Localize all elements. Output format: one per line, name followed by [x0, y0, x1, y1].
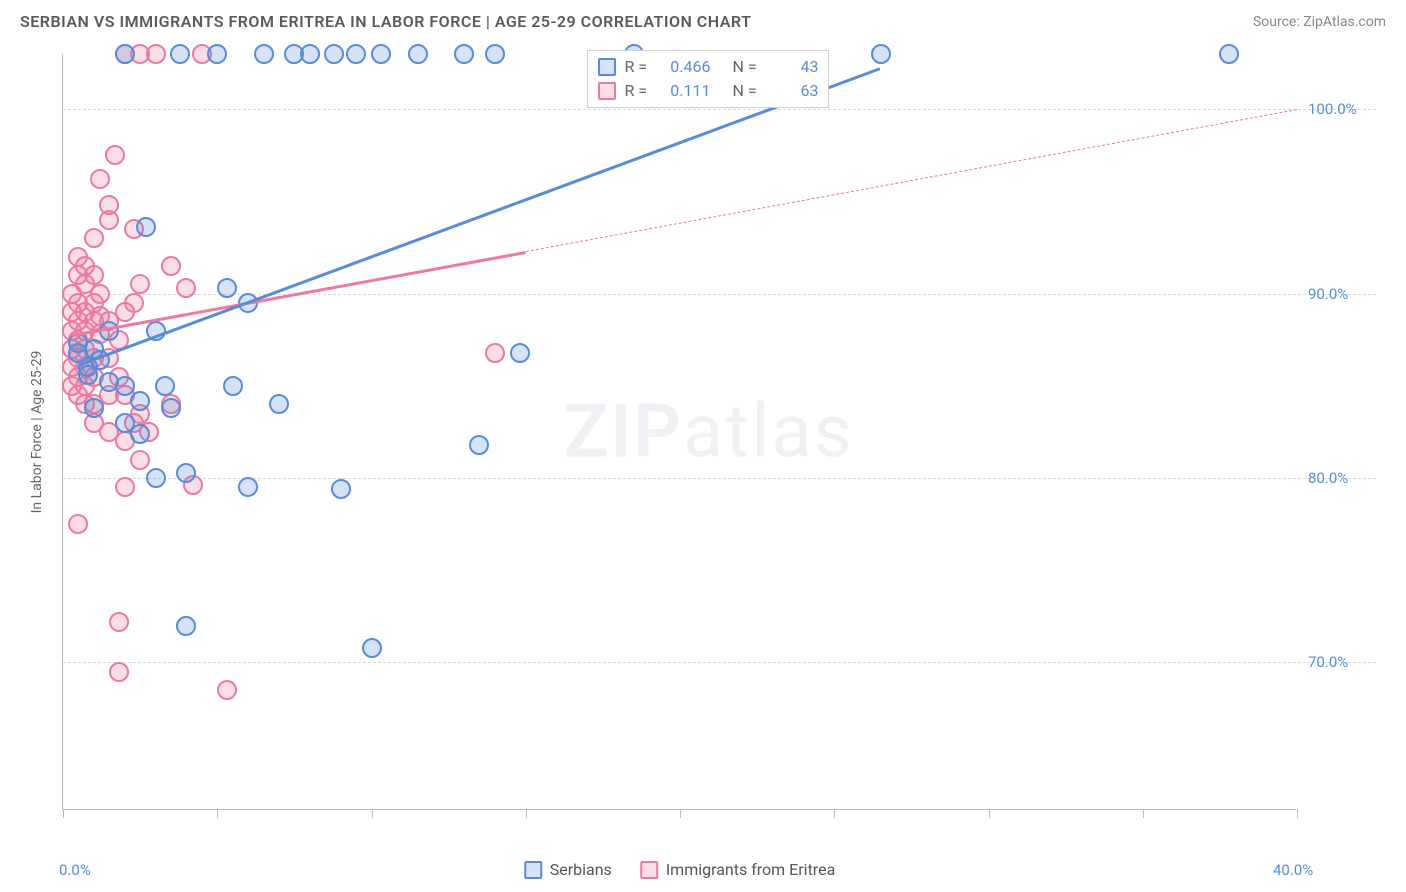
data-point: [238, 477, 258, 497]
gridline: [63, 478, 1376, 479]
correlation-chart: In Labor Force | Age 25-29 ZIPatlas 70.0…: [20, 46, 1386, 852]
r-value: 0.111: [660, 79, 710, 103]
data-point: [115, 477, 135, 497]
x-tick: [63, 809, 64, 818]
data-point: [324, 44, 344, 64]
x-tick: [372, 809, 373, 818]
data-point: [115, 376, 135, 396]
data-point: [130, 274, 150, 294]
data-point: [269, 394, 289, 414]
stats-legend: R = 0.466 N = 43 R = 0.111 N = 63: [587, 50, 829, 108]
data-point: [90, 284, 110, 304]
watermark: ZIPatlas: [563, 388, 853, 475]
y-axis-title: In Labor Force | Age 25-29: [29, 350, 45, 513]
data-point: [84, 398, 104, 418]
stats-legend-row: R = 0.466 N = 43: [598, 55, 818, 79]
x-tick: [217, 809, 218, 818]
n-label: N =: [732, 55, 760, 79]
data-point: [871, 44, 891, 64]
data-point: [485, 44, 505, 64]
data-point: [130, 450, 150, 470]
r-label: R =: [624, 55, 652, 79]
data-point: [469, 435, 489, 455]
trend-line: [78, 67, 881, 367]
data-point: [109, 662, 129, 682]
data-point: [371, 44, 391, 64]
gridline: [63, 294, 1376, 295]
data-point: [115, 44, 135, 64]
data-point: [300, 44, 320, 64]
data-point: [109, 612, 129, 632]
data-point: [161, 256, 181, 276]
x-tick: [989, 809, 990, 818]
data-point: [84, 228, 104, 248]
stats-legend-row: R = 0.111 N = 63: [598, 79, 818, 103]
data-point: [176, 463, 196, 483]
y-tick-label: 70.0%: [1308, 653, 1378, 671]
data-point: [176, 278, 196, 298]
data-point: [254, 44, 274, 64]
legend-swatch: [524, 861, 542, 879]
data-point: [1219, 44, 1239, 64]
plot-area: In Labor Force | Age 25-29 ZIPatlas 70.0…: [62, 54, 1296, 810]
legend-swatch: [640, 861, 658, 879]
x-tick: [834, 809, 835, 818]
y-tick-label: 90.0%: [1308, 285, 1378, 303]
y-tick-label: 80.0%: [1308, 469, 1378, 487]
data-point: [146, 468, 166, 488]
legend-swatch: [598, 58, 616, 76]
legend-swatch: [598, 82, 616, 100]
x-tick: [680, 809, 681, 818]
data-point: [68, 514, 88, 534]
gridline: [63, 109, 1376, 110]
data-point: [485, 343, 505, 363]
source-attribution: Source: ZipAtlas.com: [1253, 14, 1386, 30]
data-point: [217, 680, 237, 700]
data-point: [155, 376, 175, 396]
legend-label: Immigrants from Eritrea: [666, 860, 835, 879]
n-value: 63: [768, 79, 818, 103]
legend-item: Serbians: [524, 860, 612, 879]
data-point: [124, 293, 144, 313]
x-tick-label: 40.0%: [1273, 861, 1313, 879]
r-value: 0.466: [660, 55, 710, 79]
series-legend: Serbians Immigrants from Eritrea: [524, 860, 836, 879]
x-tick: [526, 809, 527, 818]
data-point: [84, 265, 104, 285]
data-point: [331, 479, 351, 499]
data-point: [130, 391, 150, 411]
data-point: [223, 376, 243, 396]
data-point: [90, 169, 110, 189]
legend-label: Serbians: [550, 860, 612, 879]
n-label: N =: [732, 79, 760, 103]
chart-title: SERBIAN VS IMMIGRANTS FROM ERITREA IN LA…: [20, 12, 751, 31]
data-point: [362, 638, 382, 658]
data-point: [130, 424, 150, 444]
x-tick: [1143, 809, 1144, 818]
gridline: [63, 662, 1376, 663]
legend-item: Immigrants from Eritrea: [640, 860, 835, 879]
data-point: [99, 195, 119, 215]
trend-line: [526, 109, 1297, 252]
data-point: [136, 217, 156, 237]
data-point: [146, 44, 166, 64]
y-tick-label: 100.0%: [1308, 100, 1378, 118]
x-tick: [1297, 809, 1298, 818]
x-tick-label: 0.0%: [59, 861, 91, 879]
data-point: [170, 44, 190, 64]
data-point: [161, 398, 181, 418]
data-point: [408, 44, 428, 64]
data-point: [207, 44, 227, 64]
data-point: [454, 44, 474, 64]
data-point: [510, 343, 530, 363]
data-point: [217, 278, 237, 298]
data-point: [346, 44, 366, 64]
r-label: R =: [624, 79, 652, 103]
data-point: [176, 616, 196, 636]
data-point: [105, 145, 125, 165]
n-value: 43: [768, 55, 818, 79]
